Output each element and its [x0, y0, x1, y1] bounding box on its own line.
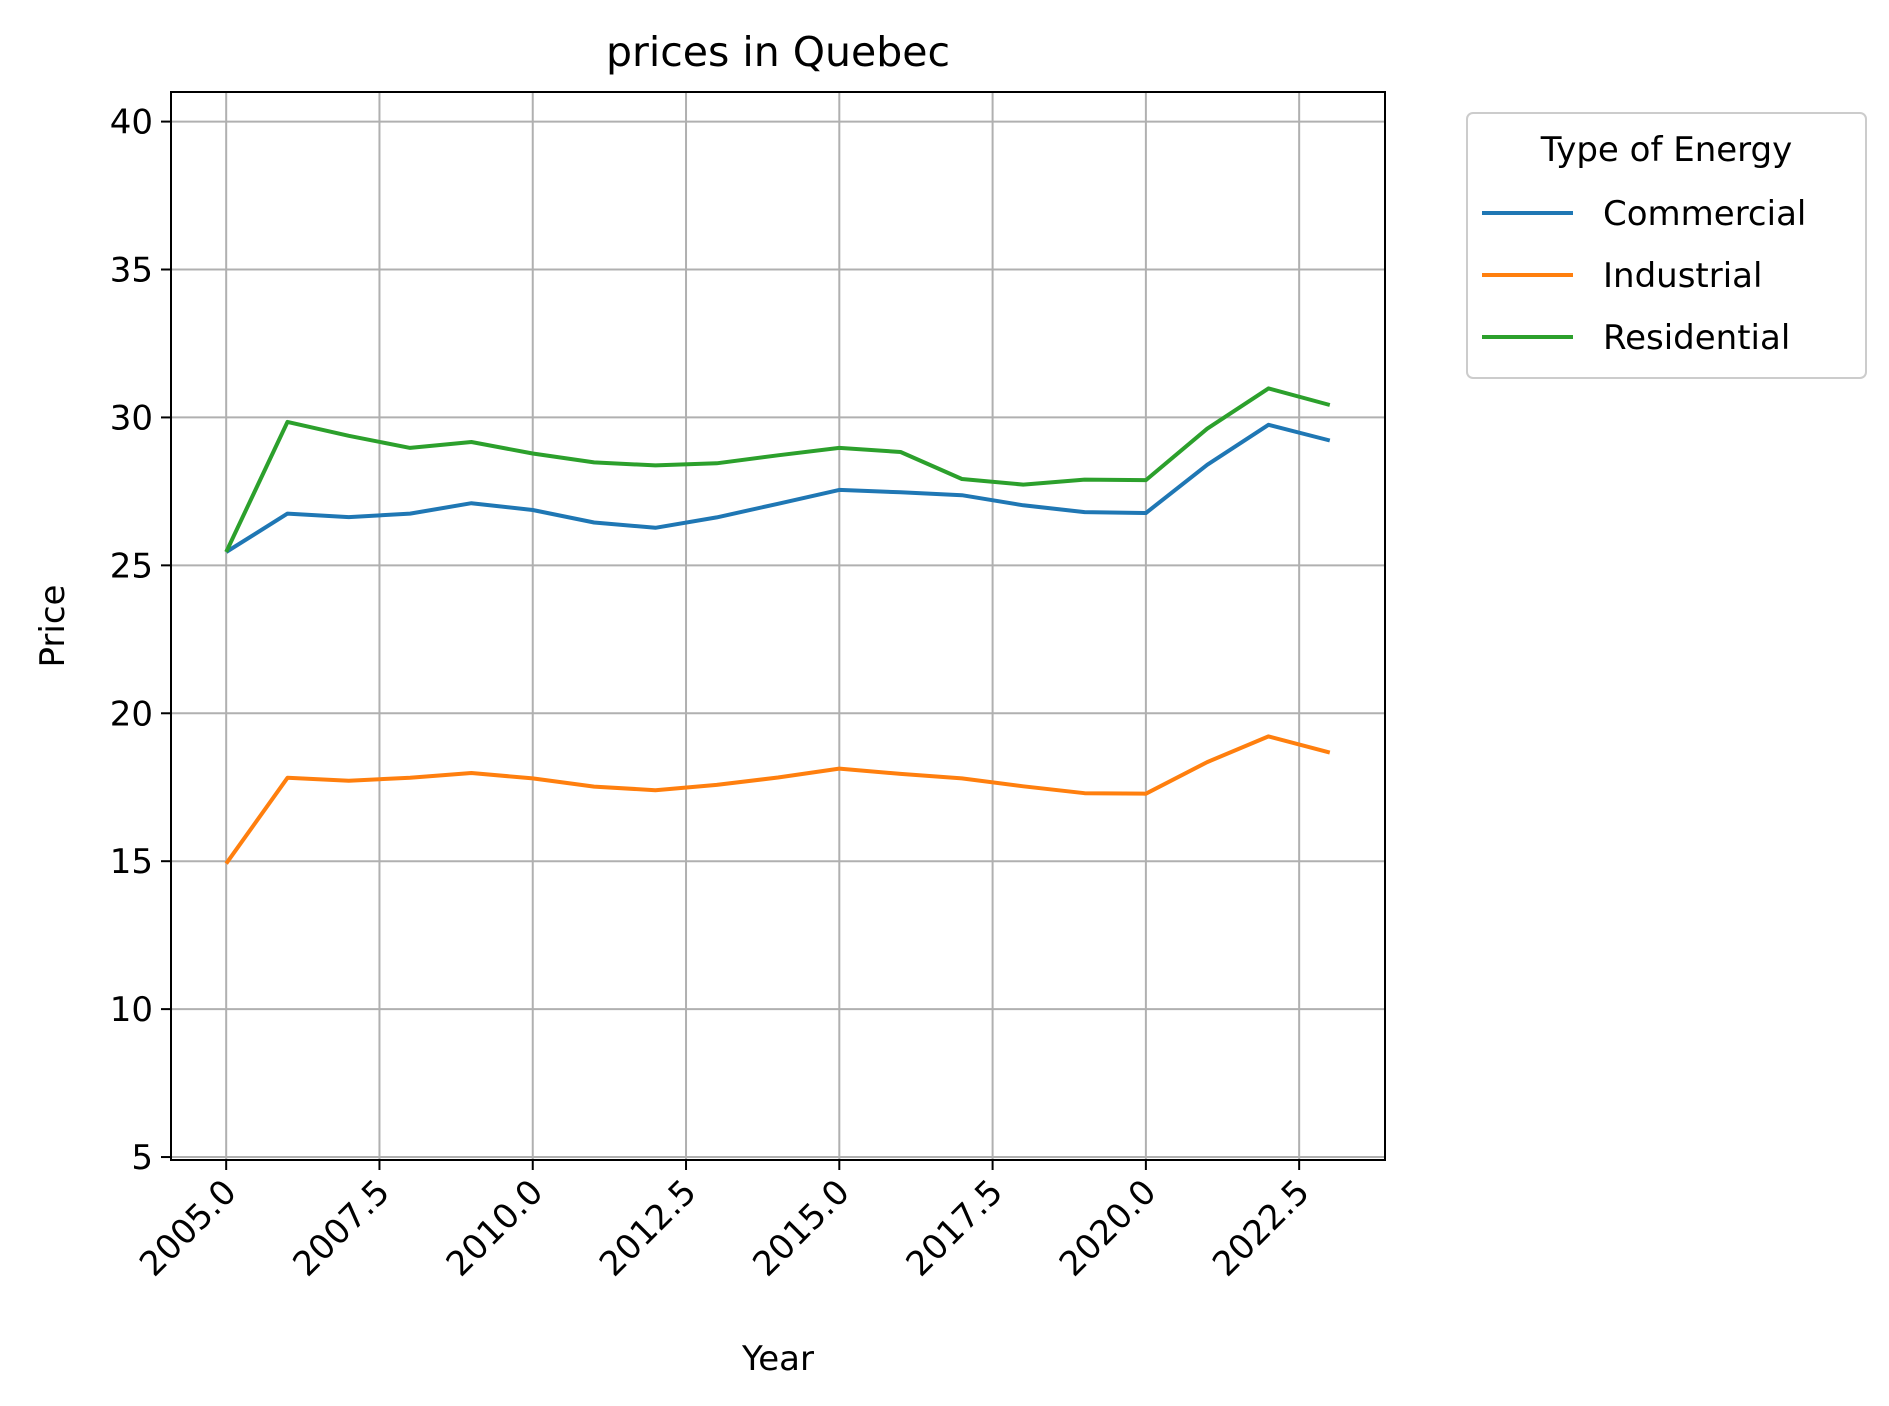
y-tick-label: 5	[131, 1138, 153, 1178]
legend: Type of Energy Commercial Industrial Resid…	[1466, 112, 1867, 379]
grid	[171, 92, 1385, 1160]
y-tick-label: 35	[110, 251, 153, 291]
legend-label-industrial: Industrial	[1603, 256, 1762, 296]
series-line-industrial	[224, 734, 1331, 865]
y-tick-label: 10	[110, 990, 153, 1030]
y-tick-label: 30	[110, 398, 153, 438]
y-tick-label: 40	[110, 103, 153, 143]
series-line-residential	[224, 386, 1331, 553]
y-tick-label: 25	[110, 546, 153, 586]
chart-title: prices in Quebec	[606, 28, 950, 76]
plot-frame	[170, 91, 1386, 1161]
y-axis-ticks: 5 10 15 20 25 30 35 40	[110, 103, 171, 1178]
legend-label-commercial: Commercial	[1603, 194, 1806, 234]
data-series	[224, 386, 1331, 865]
legend-entries: Commercial Industrial Residential	[1482, 194, 1806, 358]
y-axis-title: Price	[33, 585, 73, 668]
legend-label-residential: Residential	[1603, 318, 1790, 358]
series-line-commercial	[225, 422, 1331, 554]
legend-box	[1466, 112, 1867, 379]
x-axis-title: Year	[741, 1339, 814, 1379]
y-tick-label: 20	[110, 694, 153, 734]
legend-title: Type of Energy	[1540, 130, 1793, 170]
y-tick-label: 15	[110, 842, 153, 882]
